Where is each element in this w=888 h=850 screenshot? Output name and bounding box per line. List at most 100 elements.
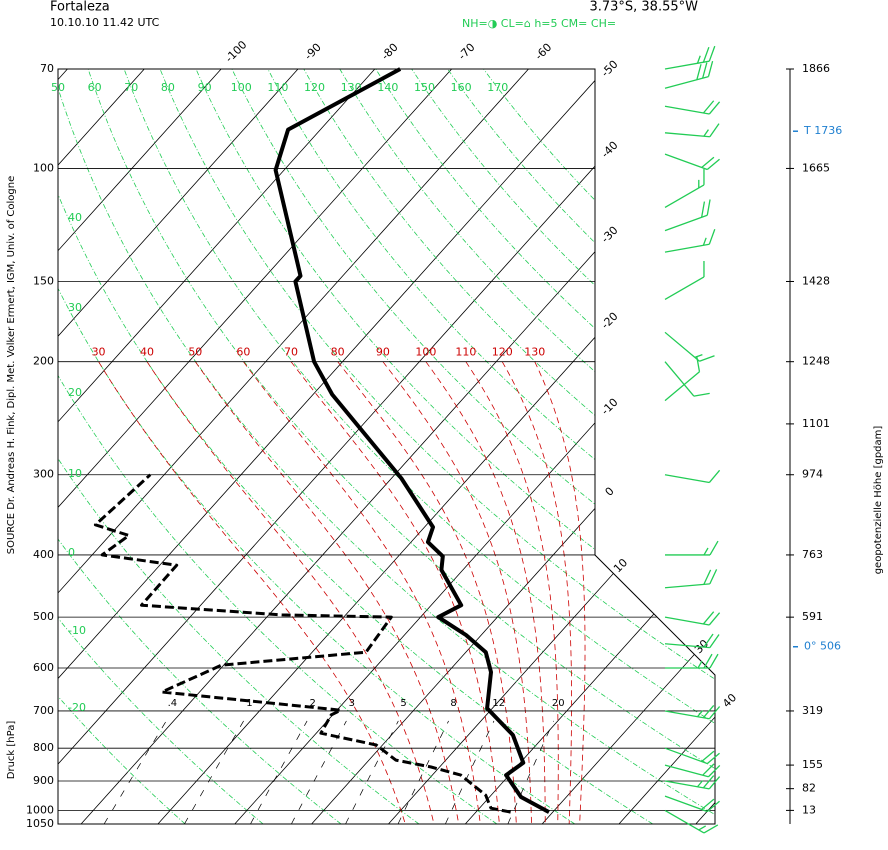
isotherm <box>541 69 715 824</box>
barb-staff <box>664 105 710 115</box>
x-tick-label: -70 <box>456 41 478 63</box>
y-tick-label: 200 <box>33 355 54 368</box>
dry-adiabat-label: 30 <box>68 301 82 314</box>
barb-feather <box>708 612 721 626</box>
barb-feather <box>709 569 718 585</box>
moist-adiabat-label: 60 <box>236 346 250 359</box>
dry-adiabat-label: 80 <box>161 81 175 94</box>
x-tick-label: 10 <box>611 556 630 575</box>
wind-barb <box>664 60 714 89</box>
wind-barb <box>664 168 705 208</box>
plot-frame <box>57 68 716 825</box>
barb-staff <box>664 809 705 834</box>
dry-adiabat-label: 110 <box>267 81 288 94</box>
y-tick-label: 100 <box>33 161 54 174</box>
barb-staff <box>664 153 708 171</box>
barb-staff <box>664 747 708 765</box>
x-tick-label: -90 <box>302 41 324 63</box>
barb-feather <box>709 634 720 649</box>
moist-adiabat-label: 30 <box>92 346 106 359</box>
wind-barb <box>665 540 719 556</box>
barb-staff <box>664 371 700 402</box>
barb-half-feather <box>703 547 709 556</box>
wind-barb <box>664 153 720 171</box>
barb-feather <box>701 798 715 810</box>
barb-feather <box>701 750 715 763</box>
barb-staff <box>664 331 700 362</box>
moist-adiabat <box>337 361 517 824</box>
y-tick-label: 900 <box>33 774 54 787</box>
barb-staff <box>664 583 710 589</box>
barb-feather <box>703 569 712 585</box>
y-tick-label: 1000 <box>26 803 54 816</box>
height-label: 763 <box>802 548 823 561</box>
mixing-ratio-line <box>507 720 554 824</box>
dewpoint-line <box>93 473 511 814</box>
y-tick-label: 1050 <box>26 817 54 830</box>
barb-half-feather <box>698 825 707 831</box>
wind-barb <box>664 775 721 790</box>
mixing-ratio-label: 20 <box>552 698 565 709</box>
y-axis-label: Druck [hPa] <box>6 721 17 780</box>
location-label: 3.73°S, 38.55°W <box>589 0 698 15</box>
barb-feather <box>696 355 701 372</box>
barb-feather <box>702 100 715 114</box>
isotherm <box>157 69 715 824</box>
y-tick-label: 600 <box>33 661 54 674</box>
dry-adiabat <box>231 69 715 824</box>
wind-barb <box>664 633 720 649</box>
isotherm <box>58 69 376 824</box>
barb-half-feather <box>694 354 703 358</box>
dry-adiabat <box>159 69 715 824</box>
barb-half-feather <box>697 780 704 788</box>
dry-adiabat <box>447 69 715 824</box>
mixing-ratio-line <box>103 720 167 824</box>
isotherm <box>58 69 299 824</box>
dry-adiabat-label: 140 <box>377 81 398 94</box>
barb-feather <box>699 355 715 362</box>
isotherm-extension <box>464 69 715 824</box>
barb-staff <box>664 361 695 397</box>
barb-half-feather <box>702 237 707 246</box>
barb-feather <box>708 469 721 483</box>
cloud-info: NH=◑ CL=⌂ h=5 CM= CH= <box>462 17 616 30</box>
dry-adiabat <box>58 69 342 824</box>
isotherm <box>58 69 222 824</box>
barb-staff <box>664 214 708 232</box>
dry-adiabat-label: 170 <box>487 81 508 94</box>
wind-barb <box>664 763 721 778</box>
dry-adiabat-label: 150 <box>414 81 435 94</box>
moist-adiabat-label: 70 <box>284 346 298 359</box>
height-label: 974 <box>802 468 823 481</box>
moist-adiabat-label: 40 <box>140 346 154 359</box>
barb-half-feather <box>703 129 709 137</box>
dry-adiabat-label: 90 <box>198 81 212 94</box>
y-tick-label: 500 <box>33 610 54 623</box>
barb-staff <box>664 60 710 70</box>
y-tick-label: 70 <box>40 62 54 75</box>
moist-adiabat <box>425 361 546 824</box>
dry-adiabat <box>58 69 576 824</box>
dry-adiabat-label: 0 <box>68 546 75 559</box>
moist-adiabat-label: 110 <box>455 346 476 359</box>
isotherm <box>234 69 715 824</box>
dry-adiabat-label: 70 <box>124 81 138 94</box>
plot-area <box>58 69 715 824</box>
wind-barb <box>664 705 721 720</box>
moist-adiabat <box>534 361 586 824</box>
dry-adiabat <box>303 69 715 824</box>
barb-feather <box>703 633 714 648</box>
dry-adiabat <box>58 69 186 824</box>
mixing-ratio-line <box>397 720 449 824</box>
barb-feather <box>706 752 720 765</box>
wind-barb <box>664 100 721 115</box>
annotation-label: T 1736 <box>803 124 842 137</box>
moist-adiabat-label: 50 <box>188 346 202 359</box>
moist-adiabat <box>194 361 460 824</box>
wind-barb <box>664 361 710 397</box>
barb-feather <box>702 46 710 63</box>
barb-staff <box>664 795 708 813</box>
dry-adiabat <box>58 69 653 824</box>
moist-adiabat <box>382 361 532 824</box>
barb-staff <box>664 643 710 649</box>
